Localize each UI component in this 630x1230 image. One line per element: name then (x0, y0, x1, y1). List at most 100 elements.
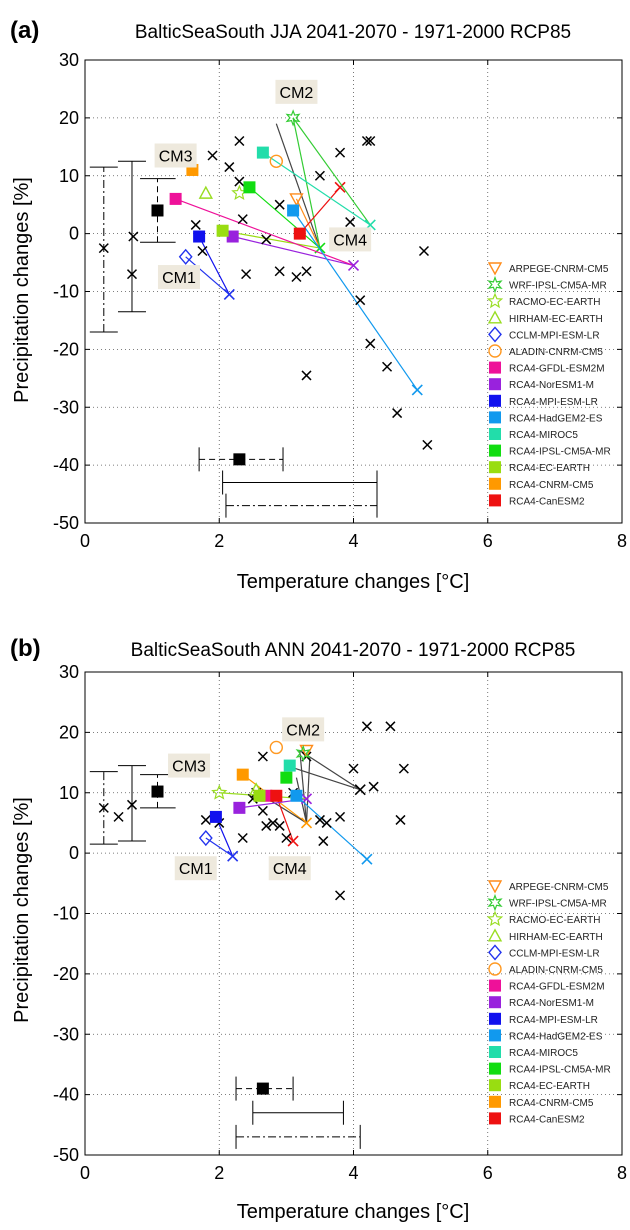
x-tick-label: 8 (617, 531, 627, 551)
legend-entry-label: ARPEGE-CNRM-CM5 (509, 264, 609, 275)
cm-label: CM4 (333, 232, 367, 249)
y-tick-label: 20 (59, 722, 79, 742)
x-tick-label: 8 (617, 1163, 627, 1183)
gcm-cross-mark (365, 338, 376, 349)
gcm-rcm-link (299, 186, 341, 235)
legend-entry-label: CCLM-MPI-ESM-LR (509, 948, 600, 959)
x-tick-label: 4 (348, 531, 358, 551)
legend-marker (489, 1012, 501, 1025)
legend-entry-label: WRF-IPSL-CM5A-MR (509, 899, 607, 910)
legend-entry-label: ALADIN-CNRM-CM5 (509, 347, 603, 358)
rcm-point-marker (253, 789, 266, 802)
gcm-cross-mark (237, 214, 248, 225)
y-tick-label: 10 (59, 166, 79, 186)
legend-entry-label: HIRHAM-EC-EARTH (509, 932, 603, 943)
legend-marker (489, 1095, 501, 1108)
legend-marker (487, 880, 503, 894)
gcm-cross-mark (128, 231, 139, 242)
gcm-cross-mark (345, 217, 356, 228)
ensemble-mean-square (151, 204, 164, 217)
gcm-cross-mark (261, 820, 272, 831)
y-tick-label: -40 (53, 455, 79, 475)
legend-entry-label: RCA4-MPI-ESM-LR (509, 1015, 598, 1026)
cm-label: CM1 (162, 270, 196, 287)
cm-label-box (268, 856, 311, 881)
cm-label-box (168, 753, 211, 778)
legend-entry-label: WRF-IPSL-CM5A-MR (509, 281, 607, 292)
legend-entry-label: RCA4-NorESM1-M (509, 380, 594, 391)
driving-gcm-cross (354, 784, 366, 796)
cm-label: CM4 (273, 861, 307, 878)
cm-label-box (282, 717, 325, 742)
legend-entry-label: RCA4-HadGEM2-ES (509, 1031, 603, 1042)
y-tick-label: 0 (69, 224, 79, 244)
rcm-point-marker (256, 146, 269, 159)
legend-marker (489, 494, 501, 507)
legend-marker (487, 893, 503, 912)
cm-label: CM3 (172, 759, 206, 776)
rcm-point-marker (280, 771, 293, 784)
legend-entry-label: RCA4-CanESM2 (509, 496, 585, 507)
gcm-cross-mark (207, 150, 218, 161)
gcm-cross-mark (267, 817, 278, 828)
legend-entry-label: RCA4-IPSL-CM5A-MR (509, 447, 611, 458)
gcm-cross-mark (318, 836, 329, 847)
gcm-cross-mark (368, 781, 379, 792)
legend-entry-label: RCA4-GFDL-ESM2M (509, 982, 605, 993)
gcm-cross-mark (274, 266, 285, 277)
legend-marker (489, 378, 501, 391)
rcm-point-marker (299, 744, 314, 758)
legend-marker (489, 979, 501, 992)
cm-label-box (174, 856, 217, 881)
legend-entry-label: RCA4-MPI-ESM-LR (509, 397, 598, 408)
gcm-cross-mark (98, 802, 109, 813)
legend-marker (488, 344, 502, 358)
legend-marker (489, 477, 501, 490)
y-tick-label: 30 (59, 662, 79, 682)
rcm-point-marker (285, 109, 301, 127)
legend-marker (488, 944, 502, 961)
gcm-cross-mark (197, 245, 208, 257)
rcm-point-marker (193, 230, 206, 243)
y-tick-label: -10 (53, 904, 79, 924)
y-tick-label: -30 (53, 1024, 79, 1044)
gcm-cross-mark (301, 266, 312, 277)
gcm-cross-mark (355, 295, 366, 306)
gcm-cross-mark (190, 219, 201, 230)
gcm-cross-mark (314, 170, 325, 181)
cm-label-box (329, 227, 372, 252)
gcm-cross-mark (365, 135, 376, 147)
y-tick-label: 10 (59, 783, 79, 803)
gcm-cross-mark (241, 269, 252, 280)
rcm-point-marker (287, 204, 300, 217)
legend-entry-label: RCA4-MIROC5 (509, 1048, 578, 1059)
driving-gcm-cross (361, 853, 373, 865)
driving-gcm-cross (223, 288, 235, 300)
gcm-cross-mark (257, 751, 268, 762)
cm-label: CM2 (286, 722, 320, 739)
legend-marker (489, 361, 501, 374)
legend-marker (487, 928, 503, 942)
legend-marker (487, 310, 503, 324)
legend-entry-label: RCA4-CNRM-CM5 (509, 1098, 594, 1109)
cm-label-box (275, 79, 318, 104)
legend-marker (489, 1046, 501, 1058)
y-tick-label: -30 (53, 397, 79, 417)
rcm-point-marker (211, 784, 228, 800)
gcm-rcm-link (292, 210, 418, 391)
rcm-point-marker (289, 193, 304, 207)
legend-marker (489, 1029, 501, 1042)
gcm-cross-mark (314, 814, 325, 825)
gcm-cross-mark (274, 820, 285, 831)
gcm-cross-mark (291, 272, 302, 283)
gcm-cross-mark (361, 721, 372, 732)
legend-marker (489, 411, 501, 424)
gcm-cross-mark (335, 811, 346, 822)
panel-b: (b) BalticSeaSouth ANN 2041-2070 - 1971-… (10, 635, 627, 1223)
gcm-cross-mark (98, 243, 109, 254)
ensemble-temp-mean-square (256, 1082, 269, 1095)
gcm-rcm-link (305, 756, 311, 823)
legend-entry-label: RACMO-EC-EARTH (509, 915, 600, 926)
rcm-point-marker (169, 192, 182, 205)
gcm-rcm-link (292, 117, 321, 249)
